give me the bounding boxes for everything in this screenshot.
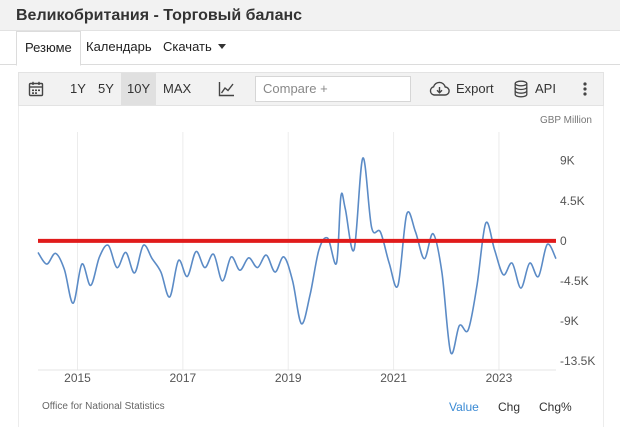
chart-panel: [18, 106, 604, 427]
range-1y[interactable]: 1Y: [70, 81, 86, 96]
x-tick-label: 2021: [380, 371, 407, 385]
range-max[interactable]: MAX: [163, 81, 192, 96]
y-tick-label: -4.5K: [560, 274, 589, 288]
range-10y[interactable]: 10Y: [121, 73, 157, 105]
tab-calendar[interactable]: Календарь: [86, 39, 152, 54]
tab-download-label: Скачать: [163, 39, 212, 54]
export-button[interactable]: Export: [456, 81, 494, 96]
tab-bar: Резюме Календарь Скачать: [0, 31, 620, 66]
y-tick-label: -13.5K: [560, 354, 595, 368]
source-label: Office for National Statistics: [42, 401, 165, 412]
x-axis: 2015 2017 2019 2021 2023: [64, 371, 512, 385]
tab-summary[interactable]: Резюме: [16, 31, 81, 66]
compare-input[interactable]: Compare +: [255, 76, 411, 102]
series-line: [37, 157, 557, 355]
footer-tab-chgpct[interactable]: Chg%: [539, 400, 572, 414]
y-axis-unit-label: GBP Million: [540, 115, 592, 126]
footer-tab-value[interactable]: Value: [449, 400, 479, 414]
calendar-icon[interactable]: [28, 81, 44, 97]
y-tick-label: -9K: [560, 314, 579, 328]
title-bar: Великобритания - Торговый баланс: [0, 0, 620, 31]
footer-tab-chg[interactable]: Chg: [498, 400, 521, 414]
tab-download[interactable]: Скачать: [155, 31, 234, 65]
range-5y[interactable]: 5Y: [98, 81, 114, 96]
x-tick-label: 2019: [275, 371, 302, 385]
page-title: Великобритания - Торговый баланс: [16, 7, 303, 24]
caret-down-icon: [217, 44, 226, 49]
series-layer: [37, 157, 557, 355]
chart-grid: [38, 132, 556, 371]
chart-toolbar: 1Y 5Y 10Y MAX Compare + Export API: [18, 72, 604, 106]
chart-type-icon[interactable]: [218, 81, 235, 97]
y-tick-label: 0: [560, 234, 567, 248]
cloud-download-icon[interactable]: [429, 81, 450, 97]
y-axis: 9K 4.5K 0 -4.5K -9K -13.5K: [560, 154, 595, 368]
y-tick-label: 9K: [560, 154, 575, 168]
x-tick-label: 2017: [170, 371, 197, 385]
database-icon[interactable]: [514, 80, 528, 98]
x-tick-label: 2023: [486, 371, 513, 385]
x-tick-label: 2015: [64, 371, 91, 385]
y-tick-label: 4.5K: [560, 194, 585, 208]
api-button[interactable]: API: [535, 81, 556, 96]
more-vertical-icon[interactable]: [581, 81, 589, 97]
